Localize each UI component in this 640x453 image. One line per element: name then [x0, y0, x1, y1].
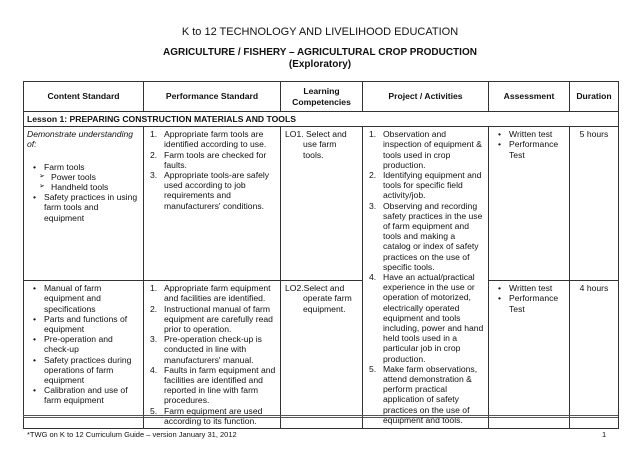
list-item: 2. Farm tools are checked for faults.: [147, 150, 277, 170]
list-item: Performance Test: [492, 293, 566, 313]
table-row: Manual of farm equipment and specificati…: [23, 280, 619, 430]
header-content-standard: Content Standard: [23, 81, 144, 112]
list-item: 3. Observing and recording safety practic…: [366, 201, 485, 272]
item-number: 4.: [150, 364, 158, 375]
item-number: 1.: [150, 129, 158, 140]
list-item: 1. Observation and inspection of equipmen…: [366, 129, 485, 170]
item-number: 1.: [150, 283, 158, 294]
table-row: Demonstrate understanding of: Farm tools…: [23, 126, 619, 430]
header-assessment: Assessment: [488, 81, 570, 112]
numbered-list: 1. Observation and inspection of equipmen…: [366, 129, 485, 425]
demonstrate-label: Demonstrate understanding of:: [27, 129, 134, 150]
header-duration: Duration: [569, 81, 619, 112]
list-item: Safety practices during operations of fa…: [27, 355, 140, 386]
list-item: 2. Identifying equipment and tools for sp…: [366, 170, 485, 201]
item-number: 3.: [150, 170, 158, 181]
curriculum-table: Content Standard Performance Standard Le…: [23, 81, 619, 430]
content-cell: Demonstrate understanding of: Farm tools…: [23, 126, 144, 282]
list-item: 5. Farm equipment are used according to i…: [147, 406, 277, 426]
header-learning-competencies: Learning Competencies: [280, 81, 363, 112]
page-number: 1: [602, 430, 607, 439]
performance-cell: 1. Appropriate farm tools are identified …: [143, 126, 281, 282]
item-text: Pre-operation check-up is conducted in l…: [164, 334, 262, 365]
item-number: 1.: [369, 129, 377, 140]
footer-note: *TWG on K to 12 Curriculum Guide – versi…: [27, 430, 237, 439]
list-item: Parts and functions of equipment: [27, 314, 140, 334]
duration-cell: 5 hours: [569, 126, 619, 282]
item-text: Have an actual/practical experience in t…: [383, 272, 484, 364]
duration-cell: 4 hours: [569, 280, 619, 430]
item-text: Identifying equipment and tools for spec…: [383, 170, 482, 201]
list-item: Farm tools: [27, 162, 140, 172]
header-performance-standard: Performance Standard: [143, 81, 281, 112]
item-text: Make farm observations, attend demonstra…: [383, 363, 478, 425]
list-item: Handheld tools: [27, 182, 140, 192]
list-item: 1. Appropriate farm equipment and facilit…: [147, 283, 277, 303]
numbered-list: 1. Appropriate farm equipment and facilit…: [147, 283, 277, 426]
document-subtitle: AGRICULTURE / FISHERY – AGRICULTURAL CRO…: [163, 47, 477, 70]
list-item: Manual of farm equipment and specificati…: [27, 283, 140, 314]
list-item: 1. Appropriate farm tools are identified …: [147, 129, 277, 149]
list-item: Calibration and use of farm equipment: [27, 385, 140, 405]
lesson-row: Lesson 1: PREPARING CONSTRUCTION MATERIA…: [23, 110, 619, 128]
item-number: 3.: [150, 334, 158, 345]
list-item: Performance Test: [492, 139, 566, 159]
list-item: 4. Faults in farm equipment and facilitie…: [147, 365, 277, 406]
item-text: Appropriate farm equipment and facilitie…: [164, 283, 271, 304]
item-text: Appropriate farm tools are identified ac…: [164, 129, 267, 150]
competency-cell: LO2.Select and operate farm equipment.: [280, 280, 363, 430]
list-item: 3. Pre-operation check-up is conducted in…: [147, 334, 277, 365]
item-number: 2.: [150, 303, 158, 314]
item-text: Observation and inspection of equipment …: [383, 129, 482, 170]
footer-divider: [23, 415, 618, 418]
numbered-list: 1. Appropriate farm tools are identified …: [147, 129, 277, 211]
document-title: K to 12 TECHNOLOGY AND LIVELIHOOD EDUCAT…: [181, 26, 459, 38]
item-text: Appropriate tools-are safely used accord…: [164, 170, 270, 211]
lesson-title: Lesson 1: PREPARING CONSTRUCTION MATERIA…: [23, 110, 619, 128]
item-text: Farm tools are checked for faults.: [164, 149, 267, 170]
item-number: 2.: [150, 149, 158, 160]
list-item: 4. Have an actual/practical experience in…: [366, 272, 485, 364]
item-text: Instructional manual of farm equipment a…: [164, 303, 273, 335]
list-item: Written test: [492, 283, 566, 293]
item-text: Observing and recording safety practices…: [383, 200, 483, 272]
header-project-activities: Project / Activities: [362, 81, 489, 112]
item-number: 5.: [150, 405, 158, 416]
header-row: Content Standard Performance Standard Le…: [23, 81, 619, 112]
item-number: 3.: [369, 200, 377, 211]
assessment-cell: Written testPerformance Test: [488, 280, 570, 430]
list-item: Written test: [492, 129, 566, 139]
content-cell: Manual of farm equipment and specificati…: [23, 280, 144, 430]
activities-cell: 1. Observation and inspection of equipmen…: [362, 126, 489, 430]
competency-cell: LO1. Select and use farm tools.: [280, 126, 363, 282]
list-item: 2. Instructional manual of farm equipment…: [147, 304, 277, 335]
item-text: Faults in farm equipment and facilities …: [164, 364, 276, 406]
item-number: 4.: [369, 272, 377, 283]
item-number: 2.: [369, 170, 377, 181]
list-item: Safety practices in using farm tools and…: [27, 192, 140, 223]
performance-cell: 1. Appropriate farm equipment and facilit…: [143, 280, 281, 430]
list-item: Power tools: [27, 172, 140, 182]
list-item: 5. Make farm observations, attend demonst…: [366, 364, 485, 425]
assessment-cell: Written testPerformance Test: [488, 126, 570, 282]
item-number: 5.: [369, 363, 377, 374]
item-text: Farm equipment are used according to its…: [164, 405, 263, 426]
list-item: 3. Appropriate tools-are safely used acco…: [147, 170, 277, 211]
list-item: Pre-operation and check-up: [27, 334, 140, 354]
